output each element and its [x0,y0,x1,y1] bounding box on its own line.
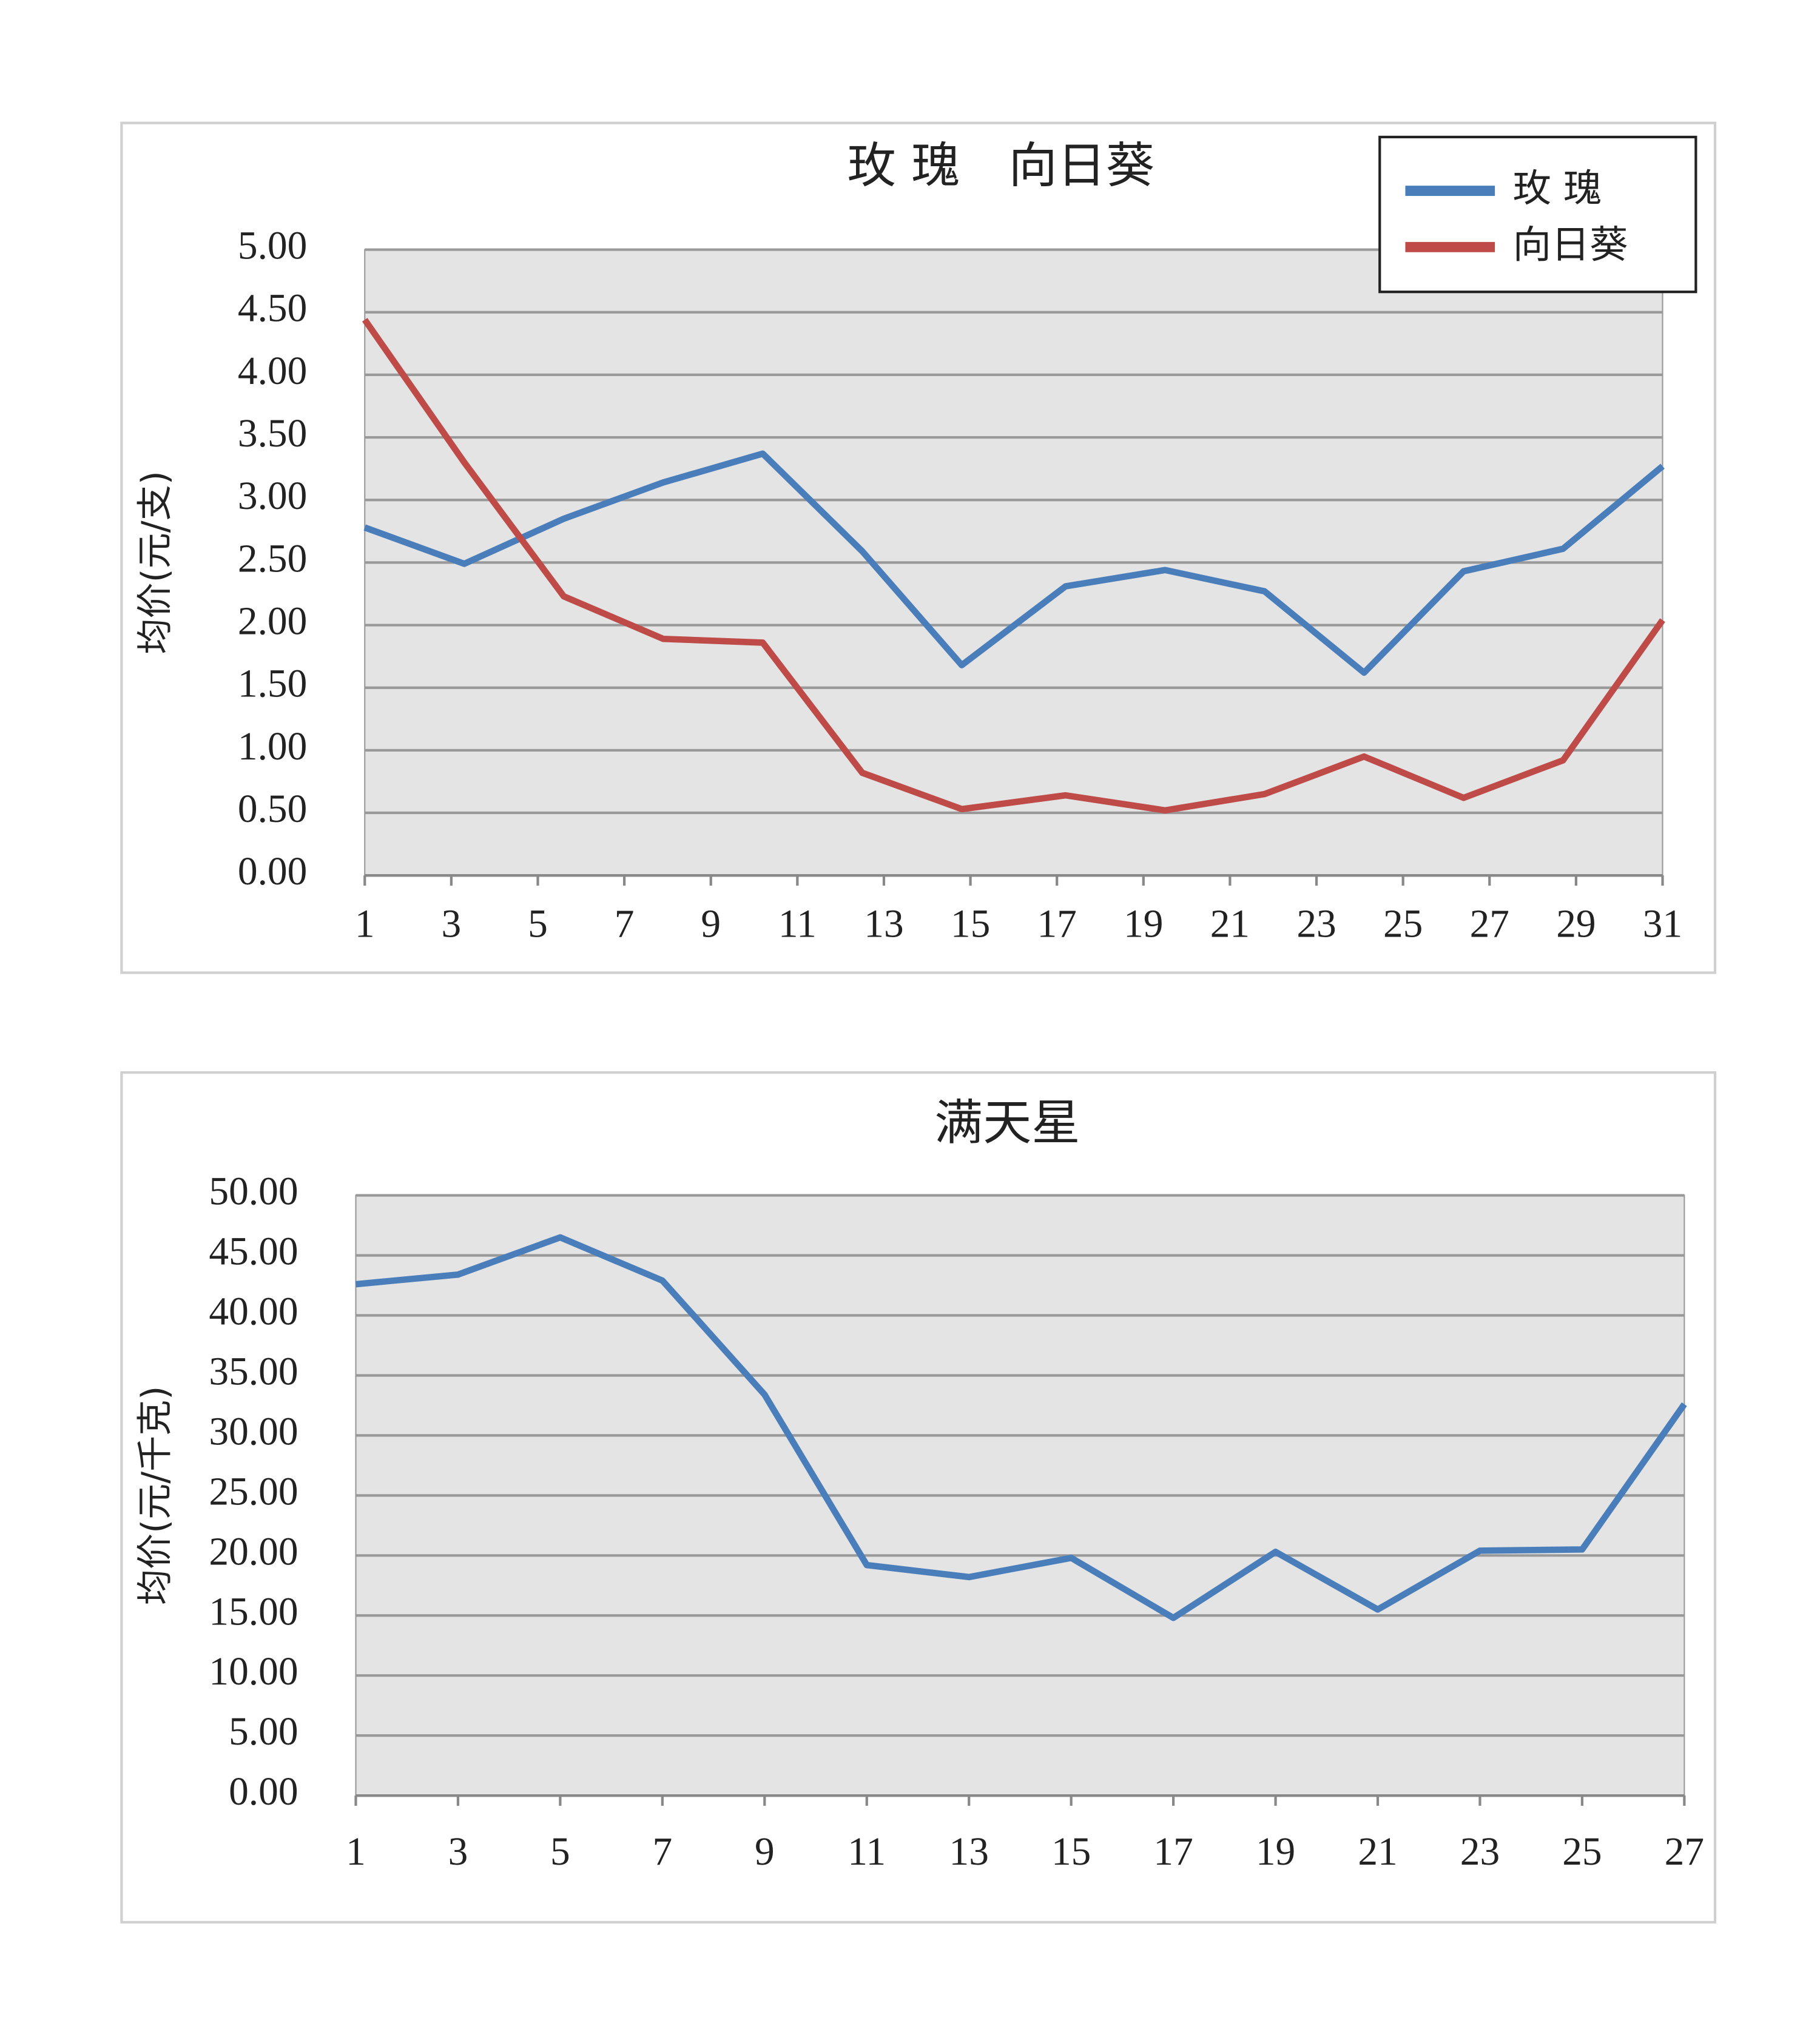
y-tick-label: 3.50 [238,412,307,456]
series-line [363,450,1665,676]
x-tick-label: 1 [346,1830,366,1874]
x-tick-label: 15 [951,903,990,946]
y-tick-label: 1.00 [238,725,307,769]
chart-title: 满天星 [934,1095,1080,1151]
x-tick-label: 19 [1256,1830,1295,1874]
x-tick-label: 21 [1358,1830,1397,1874]
x-tick-label: 5 [528,903,548,946]
x-tick-label: 15 [1051,1830,1091,1874]
x-tick-label: 21 [1210,903,1250,946]
x-tick-label: 25 [1562,1830,1602,1874]
legend-box [1378,135,1697,294]
y-tick-label: 1.50 [238,662,307,706]
x-tick-label: 9 [755,1830,775,1874]
y-tick-label: 4.00 [238,349,307,393]
x-tick-label: 29 [1556,903,1596,946]
series-line [356,1234,1687,1621]
x-tick-label: 17 [1153,1830,1193,1874]
y-tick-label: 20.00 [209,1530,298,1573]
y-tick-label: 0.50 [238,787,307,831]
x-tick-label: 31 [1643,903,1682,946]
series-line [362,318,1665,814]
y-tick-label: 30.00 [209,1410,298,1453]
y-tick-label: 10.00 [209,1650,298,1694]
y-tick-label: 0.00 [238,850,307,894]
x-tick-label: 13 [949,1830,989,1874]
y-tick-label: 50.00 [209,1170,298,1214]
chart-title: 玫 瑰 向日葵 [848,138,1154,194]
x-tick-label: 23 [1296,903,1336,946]
x-tick-label: 25 [1383,903,1423,946]
y-axis-label: 均价(元/千克) [134,1386,176,1605]
y-tick-label: 0.00 [229,1770,298,1814]
x-tick-label: 3 [448,1830,468,1874]
x-tick-label: 19 [1124,903,1163,946]
y-tick-label: 40.00 [209,1290,298,1334]
x-tick-label: 11 [778,903,817,946]
x-tick-label: 27 [1470,903,1509,946]
y-tick-label: 5.00 [238,224,307,268]
x-tick-label: 11 [848,1830,886,1874]
x-tick-label: 3 [442,903,462,946]
y-tick-label: 3.00 [238,474,307,518]
y-tick-label: 5.00 [229,1710,298,1754]
x-tick-label: 1 [355,903,375,946]
y-axis-label: 均价(元/支) [134,471,176,654]
y-tick-label: 25.00 [209,1470,298,1513]
x-tick-label: 13 [864,903,903,946]
y-tick-label: 4.50 [238,287,307,331]
y-tick-label: 15.00 [209,1590,298,1634]
y-tick-label: 35.00 [209,1350,298,1393]
legend-label: 玫 瑰 [1513,166,1602,210]
x-tick-label: 23 [1460,1830,1500,1874]
y-tick-label: 2.50 [238,537,307,581]
x-tick-label: 27 [1665,1830,1704,1874]
legend-label: 向日葵 [1513,222,1628,267]
x-tick-label: 17 [1037,903,1076,946]
x-tick-label: 7 [653,1830,673,1874]
x-tick-label: 5 [550,1830,570,1874]
y-tick-label: 45.00 [209,1230,298,1274]
x-tick-label: 9 [701,903,721,946]
y-tick-label: 2.00 [238,600,307,644]
x-tick-label: 7 [615,903,635,946]
